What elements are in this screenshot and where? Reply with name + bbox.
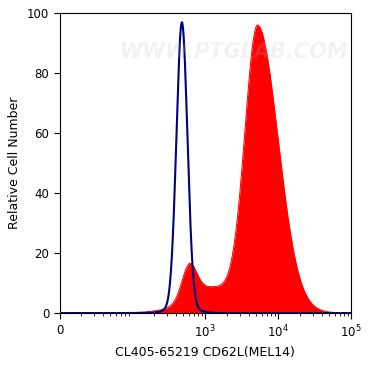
X-axis label: CL405-65219 CD62L(MEL14): CL405-65219 CD62L(MEL14) (115, 346, 295, 359)
Text: WWW.PTGLAB.COM: WWW.PTGLAB.COM (120, 42, 349, 62)
Y-axis label: Relative Cell Number: Relative Cell Number (9, 97, 21, 229)
